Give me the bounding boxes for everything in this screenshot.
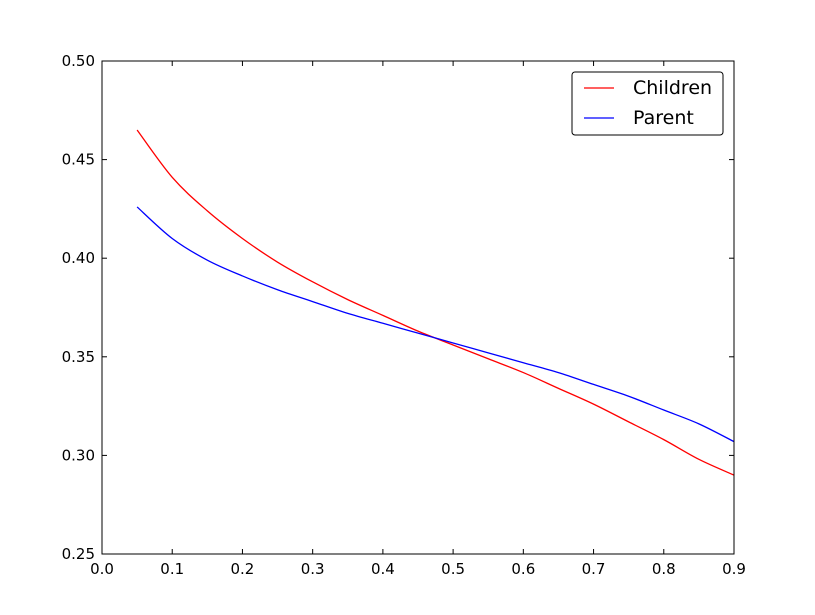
x-tick-label: 0.8	[652, 560, 676, 578]
y-tick-label: 0.35	[62, 348, 95, 366]
x-tick-label: 0.3	[301, 560, 325, 578]
plot-frame	[101, 60, 735, 555]
x-tick-label: 0.9	[722, 560, 746, 578]
series-line-children	[136, 129, 735, 476]
tick-layer: 0.0 0.1 0.2 0.3 0.4 0.5 0.6 0.7 0.8 0.9 0.25 0.30 0.…	[62, 52, 746, 578]
x-tick-label: 0.4	[371, 560, 395, 578]
y-tick-label: 0.25	[62, 545, 95, 563]
series-line-parent	[136, 206, 735, 443]
legend-label-parent: Parent	[633, 107, 694, 129]
y-tick-label: 0.30	[62, 446, 95, 464]
x-tick-label: 0.6	[511, 560, 535, 578]
series-layer	[136, 129, 735, 476]
x-tick-label: 0.2	[231, 560, 255, 578]
y-tick-label: 0.40	[62, 249, 95, 267]
x-tick-label: 0.1	[160, 560, 184, 578]
legend: Children Parent	[571, 71, 724, 136]
y-tick-label: 0.50	[62, 52, 95, 70]
legend-label-children: Children	[633, 77, 712, 99]
x-tick-label: 0.7	[582, 560, 606, 578]
x-tick-label: 0.0	[90, 560, 114, 578]
x-tick-label: 0.5	[441, 560, 465, 578]
y-tick-label: 0.45	[62, 151, 95, 169]
